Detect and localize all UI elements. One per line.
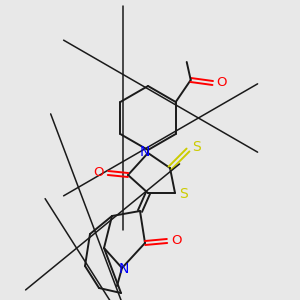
Text: N: N (119, 262, 129, 276)
Text: O: O (94, 167, 104, 179)
Text: N: N (140, 145, 150, 159)
Text: O: O (171, 235, 181, 248)
Text: O: O (217, 76, 227, 89)
Text: S: S (179, 187, 188, 201)
Text: S: S (192, 140, 201, 154)
